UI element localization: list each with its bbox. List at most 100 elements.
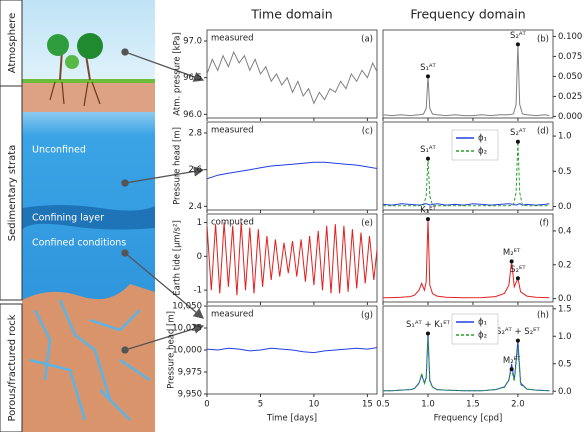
peak-marker [425, 217, 430, 222]
x-tick-label: 15 [362, 400, 373, 410]
y-tick-label: 9,975 [178, 368, 202, 378]
series-line [207, 50, 377, 105]
fractures [29, 299, 151, 421]
peak-label: S₂ᴬᵀ [510, 128, 526, 138]
peak-marker [515, 42, 520, 47]
peak-label: S₂ᴬᵀ [510, 31, 526, 41]
y-axis-label: Atm. pressure [kPa] [173, 32, 183, 116]
y-tick-label: 0.100 [558, 32, 582, 42]
panel: 9,950 9,975 10,000 10,025 10,050 0 5 10 15 Time [… [167, 302, 378, 424]
y-tick-label: 2.6 [188, 165, 202, 175]
y-tick-label: 9,950 [178, 390, 202, 400]
y-tick-label: 0.000 [558, 112, 582, 122]
panel: -1 0 1 Earth tide [μm/s²] (e) computed [173, 213, 378, 305]
y-tick-label: 1 [197, 218, 202, 228]
y-axis-label: Pressure head [m] [173, 127, 183, 205]
y-tick-label: 97.0 [183, 37, 202, 47]
y-tick-label: 0.5 [558, 359, 572, 369]
zone-label: Sedimentary strata [7, 145, 18, 242]
x-axis-label: Frequency [cpd] [434, 414, 503, 424]
plot-area [382, 29, 554, 119]
panel-note: computed [211, 218, 254, 228]
y-tick-label: 1.5 [558, 304, 572, 314]
y-tick-label: 10,025 [172, 324, 202, 334]
series-line [207, 161, 377, 180]
x-tick-label: 5 [258, 400, 263, 410]
peak-label: S₁ᴬᵀ [420, 63, 436, 73]
illustration: Atmosphere Sedimentary strata Porous/fra… [0, 0, 155, 432]
layer-label: Confined conditions [32, 238, 126, 249]
series-line [383, 338, 550, 392]
y-tick-label: 0.2 [558, 260, 572, 270]
legend-box [451, 313, 499, 345]
legend-label: ϕ₂ [478, 331, 487, 341]
y-axis-label: Earth tide [μm/s²] [173, 220, 183, 296]
panel-label: (f) [539, 219, 549, 229]
arrows [121, 48, 205, 354]
panel-note: measured [211, 126, 253, 136]
peak-marker [425, 156, 430, 161]
panel-label: (d) [537, 127, 549, 137]
zone-label: Porous/fractured rock [7, 314, 18, 421]
series-line [383, 203, 550, 206]
y-tick-label: 2.4 [188, 202, 202, 212]
peak-label: S₂ᴱᵀ [510, 265, 526, 275]
series-line [207, 347, 377, 354]
y-tick-label: 96.5 [183, 73, 202, 83]
plot-area [382, 213, 554, 303]
y-tick-label: 10,000 [172, 346, 202, 356]
trees [47, 33, 103, 107]
legend-label: ϕ₂ [478, 147, 487, 157]
x-tick-label: 0.5 [376, 400, 390, 410]
x-axis-label: Time [days] [266, 414, 317, 424]
zone-box [0, 303, 23, 432]
y-tick-label: 96.0 [183, 110, 202, 120]
peak-marker [425, 331, 430, 336]
peak-label: S₁ᴬᵀ [420, 145, 436, 155]
series-line [207, 222, 377, 296]
y-tick-label: 0.0 [558, 387, 572, 397]
panel-label: (g) [361, 311, 373, 321]
peak-label: S₂ᴬᵀ + S₂ᴱᵀ [496, 327, 540, 337]
x-tick-label: 10 [309, 400, 320, 410]
panel-note: measured [211, 34, 253, 44]
y-tick-label: 0 [197, 252, 202, 262]
y-tick-label: 10,050 [172, 302, 202, 312]
peak-label: M₂ᴱᵀ [503, 248, 521, 258]
y-tick-label: 1.0 [558, 132, 572, 142]
x-tick-label: 2.0 [511, 400, 525, 410]
confining-layer [22, 205, 155, 230]
panel-label: (a) [361, 35, 373, 45]
series-line [383, 141, 550, 207]
rock [22, 284, 155, 432]
column-title: Frequency domain [410, 7, 525, 22]
column-title: Time domain [250, 7, 332, 22]
legend-label: ϕ₁ [478, 134, 487, 144]
y-tick-label: 0.075 [558, 52, 582, 62]
y-tick-label: -1 [194, 286, 202, 296]
peak-marker [515, 338, 520, 343]
x-tick-label: 1.0 [421, 400, 435, 410]
y-tick-label: 0.0 [558, 294, 572, 304]
peak-marker [515, 139, 520, 144]
legend-box [451, 129, 499, 161]
panel: 2.4 2.6 2.8 Pressure head [m] (c) measured [173, 121, 378, 213]
y-tick-label: 0.050 [558, 72, 582, 82]
peak-label: S₁ᴬᵀ + K₁ᴱᵀ [406, 320, 451, 330]
x-tick-label: 1.5 [466, 400, 480, 410]
peak-marker [425, 74, 430, 79]
x-tick-label: 0 [204, 400, 209, 410]
zone-label: Atmosphere [7, 13, 18, 74]
panel-label: (e) [361, 219, 373, 229]
panel-label: (b) [537, 35, 549, 45]
peak-marker [515, 276, 520, 281]
y-tick-label: 0.025 [558, 92, 582, 102]
peak-marker [509, 367, 514, 372]
legend-label: ϕ₁ [478, 318, 487, 328]
panel: 0.00.20.4Amplitude [μm/s²]K₁ᴱᵀM₂ᴱᵀS₂ᴱᵀ(f… [382, 206, 572, 305]
zone-box [0, 85, 23, 301]
peak-marker [509, 259, 514, 264]
